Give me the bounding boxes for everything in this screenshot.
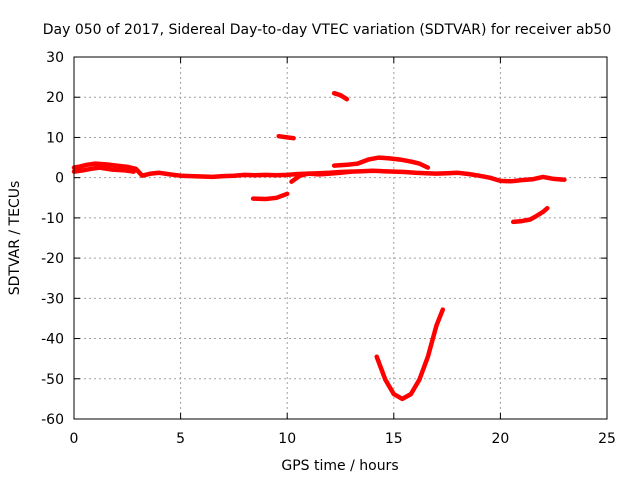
series-segment-f [510,205,550,225]
y-tick-label: -60 [41,412,64,428]
series-segment-c [289,169,354,184]
x-axis-label: GPS time / hours [281,458,398,474]
y-tick-label: -50 [41,372,64,388]
y-tick-label: -10 [41,211,64,227]
series-segment-d [331,90,350,102]
series-segment-e [331,155,431,170]
x-tick-label: 10 [278,431,296,447]
x-tick-label: 0 [70,431,79,447]
grid [74,57,607,419]
y-tick-label: 30 [46,50,64,66]
chart-title: Day 050 of 2017, Sidereal Day-to-day VTE… [43,22,612,38]
x-tick-labels: 0 5 10 15 20 25 [70,431,616,447]
series-segment-a [250,191,290,202]
plot-frame [73,56,608,420]
series-segment-b [276,133,296,141]
ticks [73,56,608,420]
series-group [71,90,567,402]
y-tick-label: 20 [46,90,64,106]
x-tick-label: 15 [385,431,403,447]
y-tick-label: 0 [55,171,64,187]
x-tick-label: 20 [491,431,509,447]
y-tick-label: -30 [41,291,64,307]
y-tick-label: -20 [41,251,64,267]
y-axis-label: SDTVAR / TECUs [7,181,23,296]
x-tick-label: 5 [176,431,185,447]
series-upper-dip [71,165,136,174]
x-tick-label: 25 [598,431,616,447]
y-tick-labels: -60 -50 -40 -30 -20 -10 0 10 20 30 [41,50,64,428]
series-arc [374,307,446,402]
y-tick-label: 10 [46,130,64,146]
y-tick-label: -40 [41,332,64,348]
